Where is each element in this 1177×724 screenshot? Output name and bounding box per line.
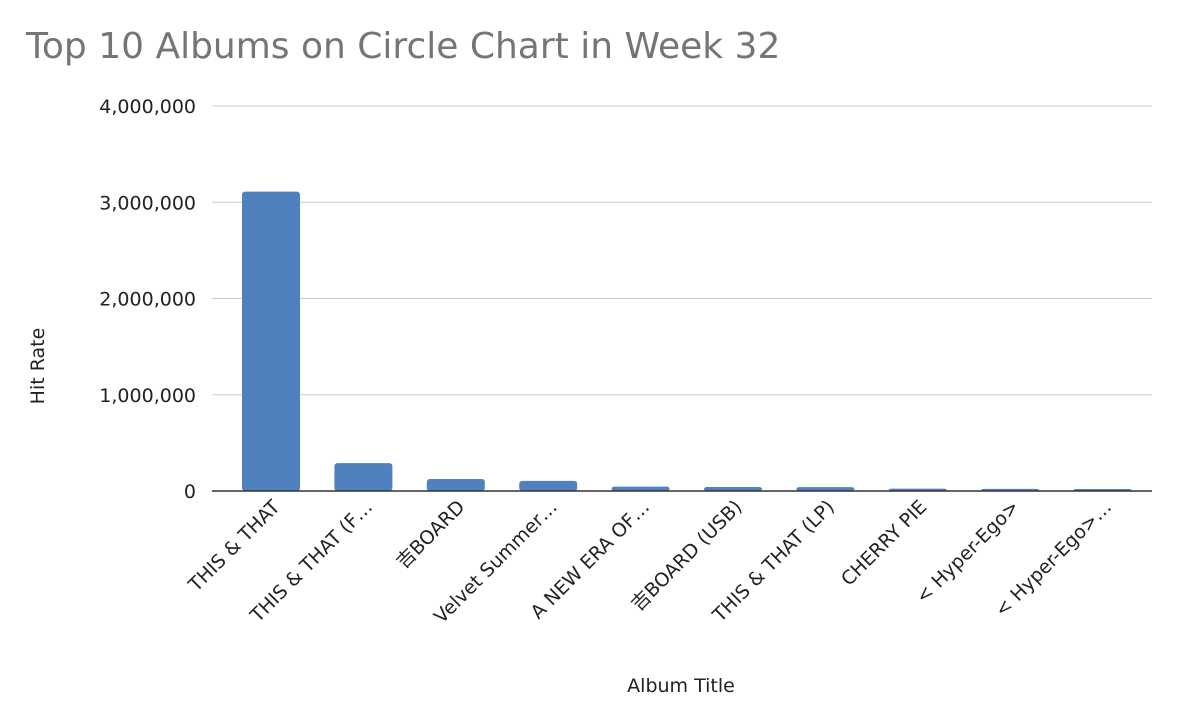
y-tick-label: 4,000,000 bbox=[99, 96, 196, 118]
bar bbox=[796, 487, 855, 491]
bar bbox=[242, 191, 300, 491]
y-tick-label: 2,000,000 bbox=[99, 289, 196, 311]
x-tick-label: THIS & THAT bbox=[184, 496, 285, 597]
x-tick-label: 吉BOARD bbox=[392, 496, 469, 573]
x-axis-title: Album Title bbox=[627, 675, 735, 697]
y-tick-labels: 0 1,000,000 2,000,000 3,000,000 4,000,000 bbox=[99, 96, 196, 503]
bar bbox=[334, 463, 393, 491]
bar bbox=[426, 478, 485, 491]
bar bbox=[611, 486, 670, 491]
gridlines bbox=[212, 105, 1152, 396]
y-tick-label: 0 bbox=[184, 481, 196, 503]
y-tick-label: 1,000,000 bbox=[99, 385, 196, 407]
y-axis-title: Hit Rate bbox=[27, 328, 49, 405]
y-tick-label: 3,000,000 bbox=[99, 192, 196, 214]
chart-title: Top 10 Albums on Circle Chart in Week 32 bbox=[26, 26, 781, 67]
bar bbox=[704, 486, 762, 491]
bar bbox=[519, 480, 578, 491]
bars bbox=[242, 191, 1132, 491]
x-tick-label: CHERRY PIE bbox=[837, 496, 931, 590]
